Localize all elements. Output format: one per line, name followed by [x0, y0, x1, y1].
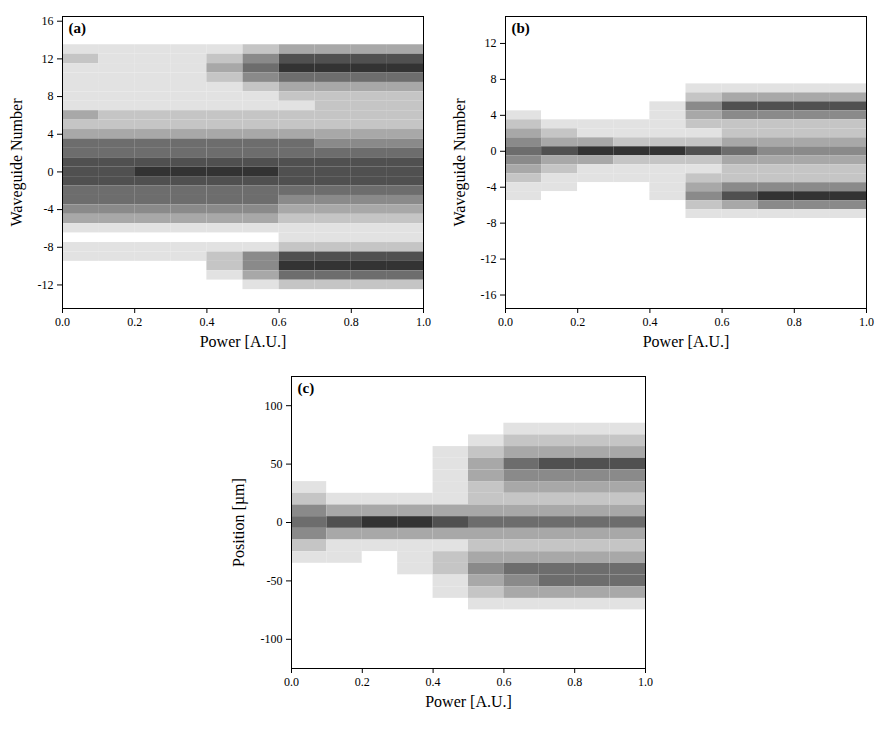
svg-text:-8: -8 — [44, 240, 54, 254]
svg-text:100: 100 — [264, 399, 282, 413]
svg-text:16: 16 — [42, 14, 54, 28]
svg-text:-12: -12 — [481, 252, 497, 266]
svg-text:-100: -100 — [260, 632, 282, 646]
svg-text:(a): (a) — [69, 20, 87, 37]
svg-text:1.0: 1.0 — [859, 315, 874, 329]
svg-text:12: 12 — [42, 52, 54, 66]
svg-text:0: 0 — [48, 165, 54, 179]
svg-text:0.8: 0.8 — [787, 315, 802, 329]
svg-text:0.6: 0.6 — [715, 315, 730, 329]
svg-text:-8: -8 — [487, 216, 497, 230]
svg-text:-4: -4 — [44, 202, 54, 216]
svg-text:4: 4 — [48, 127, 54, 141]
svg-text:0.0: 0.0 — [55, 315, 70, 329]
svg-text:0.4: 0.4 — [642, 315, 657, 329]
svg-text:0.6: 0.6 — [496, 675, 511, 689]
svg-text:0.8: 0.8 — [567, 675, 582, 689]
svg-text:Waveguide Number: Waveguide Number — [8, 98, 26, 227]
svg-text:Position [µm]: Position [µm] — [229, 478, 247, 567]
svg-text:50: 50 — [270, 457, 282, 471]
svg-text:12: 12 — [485, 36, 497, 50]
svg-text:0.2: 0.2 — [354, 675, 369, 689]
svg-text:1.0: 1.0 — [638, 675, 653, 689]
svg-text:0.8: 0.8 — [344, 315, 359, 329]
svg-text:Waveguide Number: Waveguide Number — [451, 98, 469, 227]
svg-text:Power [A.U.]: Power [A.U.] — [425, 693, 512, 710]
svg-text:(b): (b) — [512, 20, 530, 37]
svg-text:-12: -12 — [38, 278, 54, 292]
svg-text:0.2: 0.2 — [127, 315, 142, 329]
svg-text:-50: -50 — [266, 574, 282, 588]
svg-text:-16: -16 — [481, 288, 497, 302]
svg-text:(c): (c) — [297, 380, 314, 397]
svg-text:0.0: 0.0 — [498, 315, 513, 329]
svg-text:4: 4 — [491, 108, 497, 122]
svg-text:Power [A.U.]: Power [A.U.] — [200, 333, 287, 350]
svg-text:0.4: 0.4 — [199, 315, 214, 329]
svg-text:0.6: 0.6 — [272, 315, 287, 329]
svg-text:0: 0 — [491, 144, 497, 158]
svg-text:0.0: 0.0 — [284, 675, 299, 689]
svg-text:0.2: 0.2 — [570, 315, 585, 329]
svg-text:8: 8 — [48, 89, 54, 103]
svg-text:Power [A.U.]: Power [A.U.] — [643, 333, 730, 350]
svg-text:8: 8 — [491, 72, 497, 86]
svg-text:0.4: 0.4 — [425, 675, 440, 689]
svg-text:-4: -4 — [487, 180, 497, 194]
svg-text:0: 0 — [276, 515, 282, 529]
svg-text:1.0: 1.0 — [416, 315, 431, 329]
